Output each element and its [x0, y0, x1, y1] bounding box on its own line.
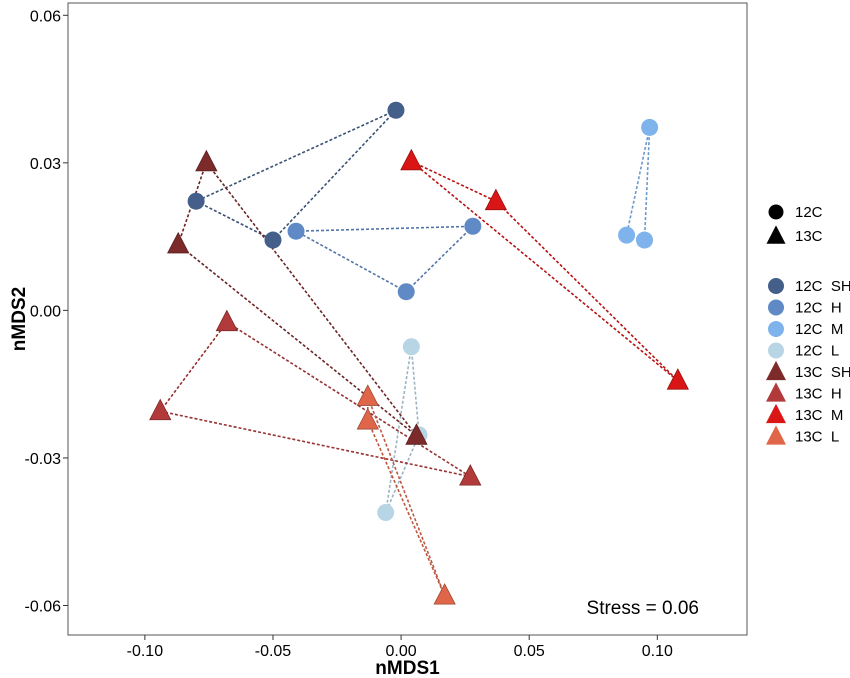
x-tick-label: -0.05 — [255, 643, 292, 660]
legend-label: 13C H — [795, 386, 842, 403]
connector-line — [625, 127, 651, 236]
legend-label: 12C L — [795, 343, 839, 360]
connector-line — [177, 162, 208, 245]
data-point-triangle — [215, 309, 239, 332]
legend-label: 12C M — [795, 321, 843, 338]
legend-label: 12C SH — [795, 278, 850, 295]
data-point-circle — [641, 118, 659, 136]
data-point-circle — [397, 283, 415, 301]
legend-key-triangle — [766, 403, 786, 424]
y-tick-label: -0.03 — [25, 451, 62, 468]
legend-label: 13C M — [795, 407, 843, 424]
data-point-triangle — [484, 188, 508, 211]
legend-key-circle — [768, 278, 784, 294]
data-point-circle — [187, 192, 205, 210]
connector-line — [295, 230, 407, 293]
legend-key-circle — [768, 342, 784, 359]
x-axis-title: nMDS1 — [375, 658, 440, 678]
connector-line — [405, 225, 474, 293]
data-point-circle — [464, 217, 482, 235]
stress-annotation: Stress = 0.06 — [587, 598, 699, 619]
y-tick-label: 0.03 — [30, 156, 61, 173]
connector-line — [410, 160, 679, 382]
connector-line — [205, 161, 418, 437]
plot-frame — [67, 2, 748, 636]
data-point-triangle — [459, 464, 482, 486]
legend-label: 12C — [795, 204, 823, 221]
connector-line — [159, 321, 228, 412]
legend: 12C 13C 12C SH 12C H 12C M 12C L 13C SH 13C H 13… — [766, 204, 850, 446]
connector-line — [384, 346, 413, 513]
connector-line — [367, 396, 446, 596]
data-point-triangle — [400, 148, 423, 171]
x-tick-label: -0.10 — [127, 643, 164, 660]
y-tick-label: 0.00 — [30, 303, 61, 320]
connector-line — [195, 109, 397, 202]
connector-line — [410, 346, 420, 435]
data-point-triangle — [356, 407, 379, 430]
connector-line — [367, 420, 446, 596]
legend-label: 13C — [795, 228, 823, 245]
legend-label: 13C L — [795, 429, 839, 446]
data-point-circle — [636, 231, 654, 249]
data-point-circle — [402, 338, 420, 356]
data-point-circle — [387, 101, 405, 119]
data-point-triangle — [149, 398, 172, 421]
connector-line — [226, 321, 471, 478]
group-connector-lines — [159, 109, 679, 596]
data-point-triangle — [405, 423, 428, 445]
connector-line — [411, 160, 497, 202]
axis-ticks: -0.10 -0.05 0.00 0.05 0.10 -0.06 -0.03 0.00 0.03… — [25, 8, 673, 660]
data-point-triangle — [167, 231, 190, 254]
data-point-triangle — [195, 149, 218, 172]
connector-line — [643, 127, 651, 241]
legend-label: 13C SH — [795, 364, 850, 381]
legend-key-triangle — [766, 360, 786, 381]
legend-key-triangle — [766, 425, 786, 445]
legend-key-triangle — [766, 382, 786, 402]
x-tick-label: 0.10 — [642, 643, 673, 660]
data-point-triangle — [666, 368, 689, 390]
data-points — [149, 101, 689, 605]
connector-line — [296, 225, 473, 233]
data-point-circle — [264, 231, 282, 249]
legend-key-circle — [768, 299, 784, 316]
legend-label: 12C H — [795, 300, 842, 317]
y-tick-label: 0.06 — [30, 8, 61, 25]
connector-line — [495, 200, 679, 382]
legend-key-triangle — [766, 225, 786, 244]
data-point-circle — [287, 222, 305, 240]
connector-line — [177, 243, 417, 437]
legend-key-circle — [768, 204, 784, 220]
data-point-circle — [377, 504, 395, 522]
legend-key-circle — [768, 321, 784, 337]
connector-line — [195, 200, 274, 241]
y-tick-label: -0.06 — [25, 598, 62, 615]
x-tick-label: 0.05 — [514, 643, 545, 660]
connector-line — [384, 434, 420, 513]
connector-line — [272, 109, 397, 241]
x-tick-label: 0.00 — [386, 643, 417, 660]
data-point-circle — [618, 226, 636, 244]
data-point-triangle — [356, 384, 379, 406]
y-axis-title: nMDS2 — [9, 287, 30, 351]
connector-line — [160, 410, 471, 478]
data-point-triangle — [433, 583, 456, 605]
